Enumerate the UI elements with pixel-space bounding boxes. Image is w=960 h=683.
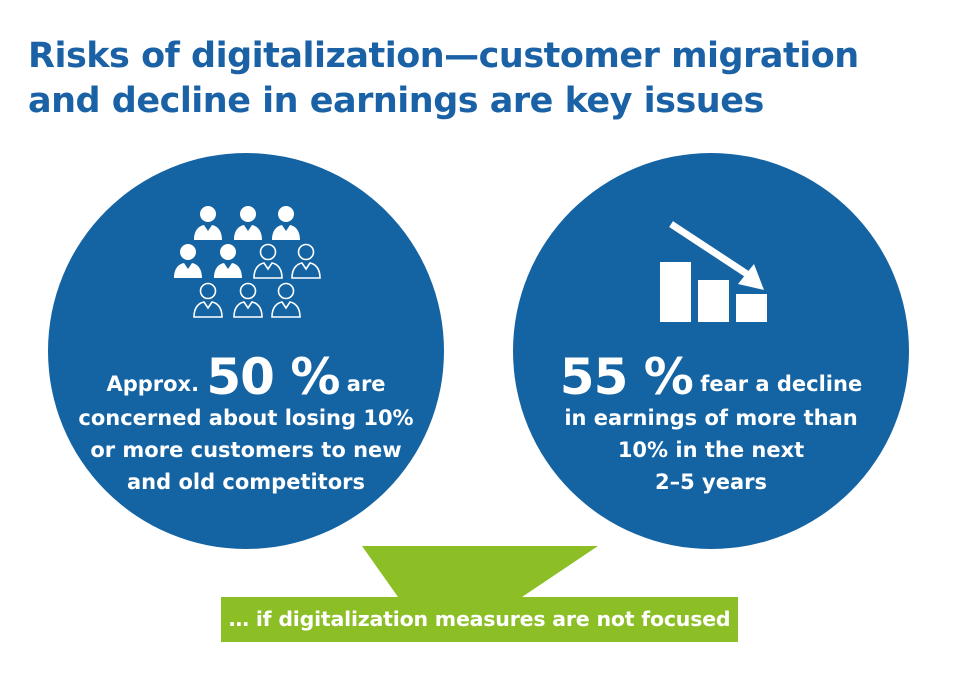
earnings-decline-circle [513, 153, 909, 549]
customer-loss-line-3: or more customers to new [90, 438, 402, 462]
callout-box [221, 597, 738, 642]
customer-loss-line-2: concerned about losing 10% [78, 406, 414, 430]
earnings-decline-line-4: 2–5 years [655, 470, 767, 494]
title-line-2: and decline in earnings are key issues [28, 81, 764, 121]
page-title: Risks of digitalization—customer migrati… [28, 34, 928, 124]
customer-loss-line-4: and old competitors [126, 470, 366, 494]
title-line-1: Risks of digitalization—customer migrati… [28, 36, 859, 76]
customer-loss-line-1: Approx. 50 % are [48, 352, 444, 402]
earnings-decline-suffix: fear a decline [700, 372, 863, 396]
customer-loss-suffix: are [346, 372, 386, 396]
customer-loss-text: Approx. 50 % are concerned about losing … [48, 352, 444, 498]
customer-loss-prefix: Approx. [106, 372, 200, 396]
people-group-icon [174, 206, 321, 318]
customer-loss-value: 50 % [206, 348, 340, 406]
earnings-decline-line-2: in earnings of more than [564, 406, 858, 430]
earnings-decline-value: 55 % [559, 348, 694, 406]
callout-text: … if digitalization measures are not foc… [228, 607, 731, 631]
earnings-decline-text: 55 % fear a decline in earnings of more … [513, 352, 909, 498]
earnings-decline-line-1: 55 % fear a decline [513, 352, 909, 402]
callout-pointer [362, 546, 598, 597]
earnings-decline-line-3: 10% in the next [617, 438, 805, 462]
declining-bar-chart-icon [660, 221, 767, 322]
